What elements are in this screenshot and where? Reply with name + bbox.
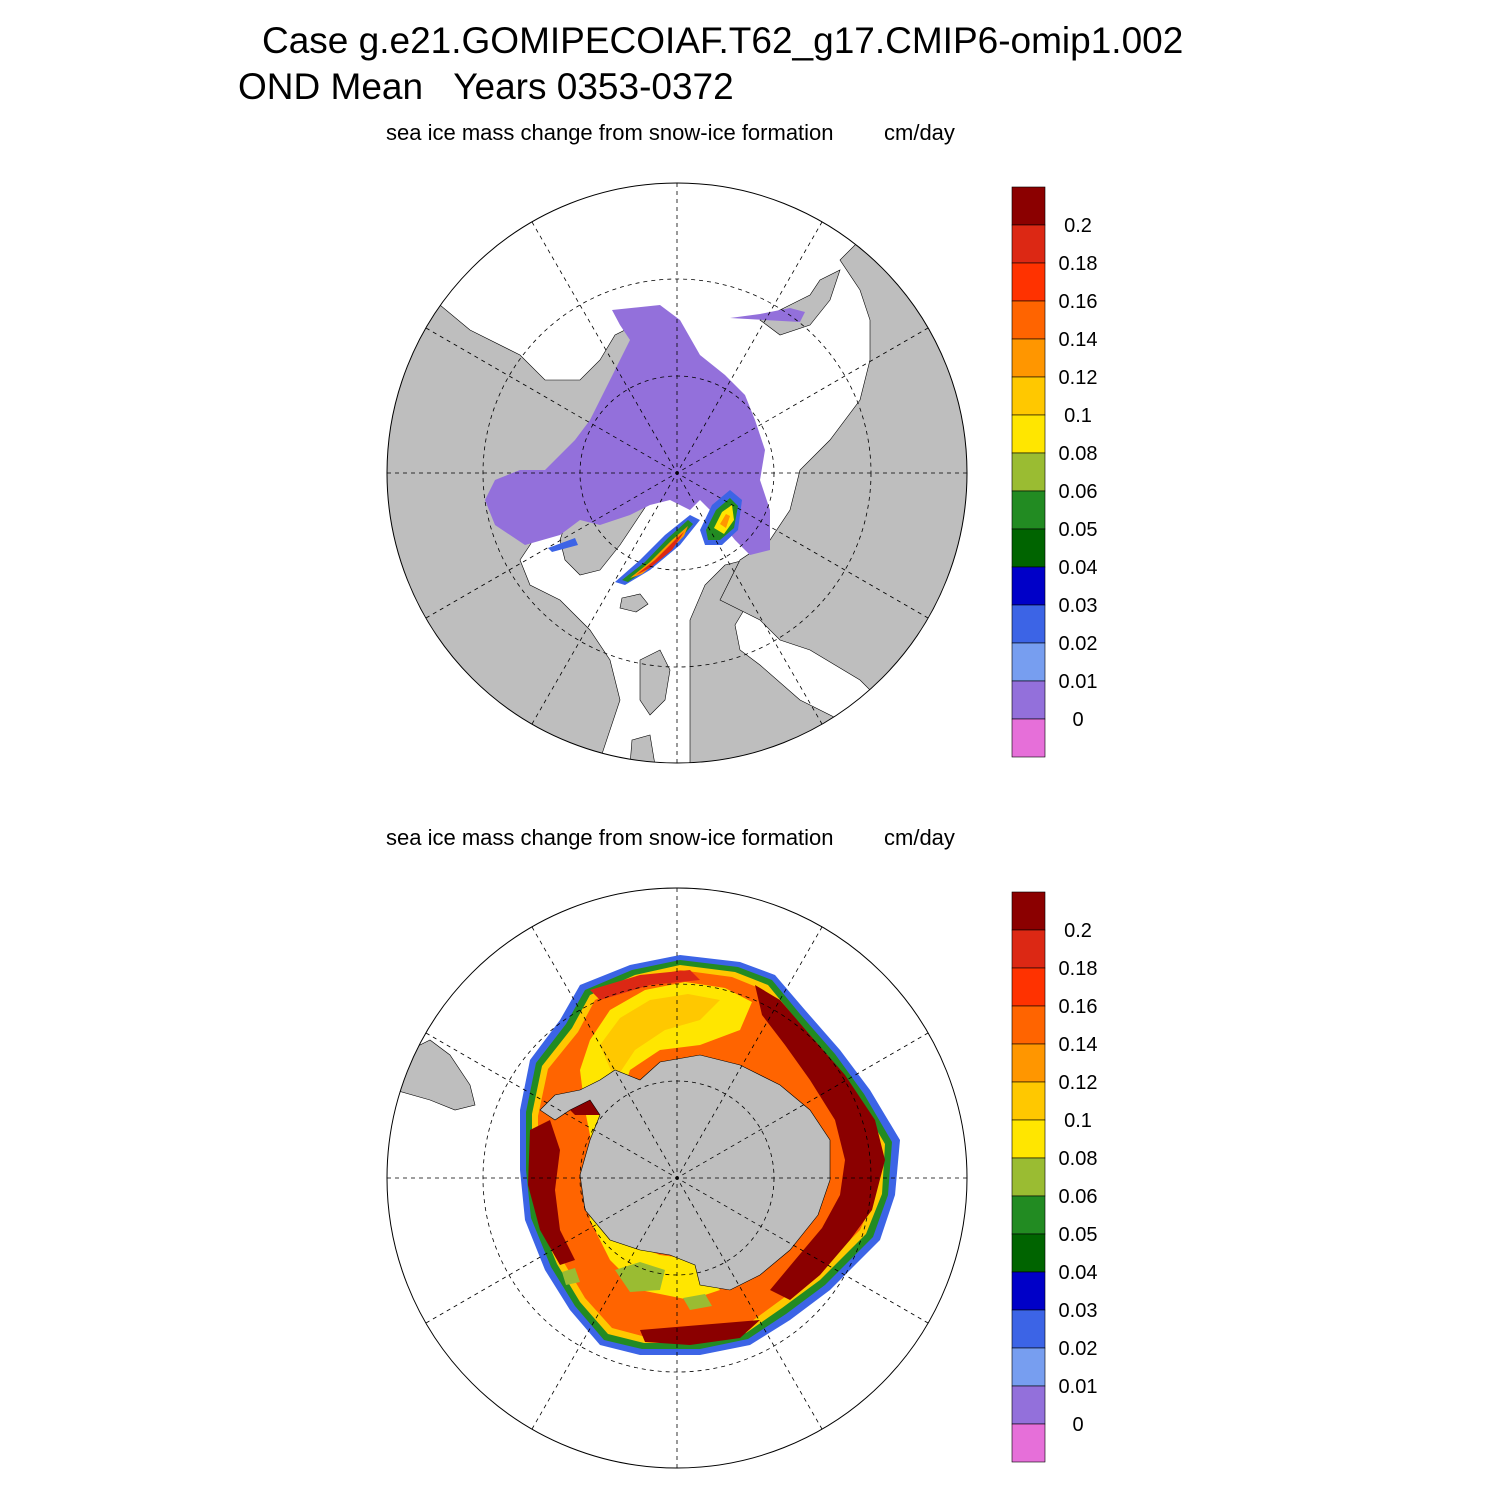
colorbar-swatch [1011,490,1046,530]
south-polar-map [386,887,968,1469]
colorbar-swatch [1011,604,1046,644]
colorbar-tick-label: 0.01 [1059,1376,1098,1398]
colorbar-tick-label: 0.18 [1059,253,1098,275]
colorbar-swatch [1011,338,1046,378]
colorbar-swatch [1011,1423,1046,1463]
colorbar-tick-label: 0.16 [1059,996,1098,1018]
colorbar-swatch [1011,1043,1046,1083]
colorbar-tick-label: 0.05 [1059,519,1098,541]
colorbar-tick-label: 0.03 [1059,595,1098,617]
colorbar-swatch [1011,642,1046,682]
colorbar-swatch [1011,891,1046,931]
south-panel-units: cm/day [884,825,955,850]
north-colorbar: 0 0.01 0.02 0.03 0.04 0.05 0.06 0.08 0.1 0.12 0.14… [1011,186,1098,758]
colorbar-swatch [1011,967,1046,1007]
colorbar-tick-label: 0.02 [1059,633,1098,655]
colorbar-tick-label: 0.04 [1059,557,1098,579]
snow-ice-maximum-band-west [528,1120,575,1265]
colorbar-tick-label: 0.05 [1059,1224,1098,1246]
colorbar-swatch [1011,1347,1046,1387]
north-polar-map [386,182,968,764]
colorbar-swatch [1011,262,1046,302]
figure-title-line2: OND Mean Years 0353-0372 [238,66,734,107]
colorbar-swatch [1011,300,1046,340]
arctic-sea-ice-field [485,305,770,555]
colorbar-tick-label: 0.08 [1059,1148,1098,1170]
colorbar-tick-label: 0.12 [1059,1072,1098,1094]
colorbar-swatch [1011,414,1046,454]
colorbar-tick-label: 0.01 [1059,671,1098,693]
colorbar-tick-label: 0.06 [1059,1186,1098,1208]
colorbar-swatch [1011,1385,1046,1425]
colorbar-swatch [1011,528,1046,568]
colorbar-tick-label: 0.14 [1059,329,1098,351]
colorbar-swatch [1011,1309,1046,1349]
north-panel-subtitle: sea ice mass change from snow-ice format… [386,120,834,145]
colorbar-tick-label: 0.03 [1059,1300,1098,1322]
colorbar-tick-label: 0.2 [1064,215,1092,237]
figure-title-line1: Case g.e21.GOMIPECOIAF.T62_g17.CMIP6-omi… [262,20,1184,61]
north-panel-units: cm/day [884,120,955,145]
colorbar-tick-label: 0.02 [1059,1338,1098,1360]
south-panel-subtitle: sea ice mass change from snow-ice format… [386,825,834,850]
colorbar-tick-label: 0.1 [1064,405,1092,427]
colorbar-swatch [1011,1005,1046,1045]
colorbar-tick-label: 0.04 [1059,1262,1098,1284]
snow-ice-maximum-band-east [755,985,885,1300]
antarctica-land [539,1054,831,1291]
colorbar-swatch [1011,1233,1046,1273]
colorbar-tick-label: 0.16 [1059,291,1098,313]
colorbar-swatch [1011,566,1046,606]
colorbar-tick-label: 0.18 [1059,958,1098,980]
colorbar-swatch [1011,1081,1046,1121]
colorbar-swatch [1011,452,1046,492]
iceland-land [619,593,649,613]
south-colorbar: 0 0.01 0.02 0.03 0.04 0.05 0.06 0.08 0.1 0.12 0.14… [1011,891,1098,1463]
colorbar-swatch [1011,1195,1046,1235]
colorbar-swatch [1011,376,1046,416]
colorbar-tick-label: 0 [1072,1414,1083,1436]
colorbar-tick-label: 0.2 [1064,920,1092,942]
colorbar-swatch [1011,718,1046,758]
british-isles-land [639,649,671,716]
colorbar-swatch [1011,1157,1046,1197]
colorbar-swatch [1011,1119,1046,1159]
colorbar-tick-label: 0.08 [1059,443,1098,465]
colorbar-swatch [1011,680,1046,720]
colorbar-swatch [1011,186,1046,226]
colorbar-tick-label: 0 [1072,709,1083,731]
eurasia-land [719,239,967,761]
colorbar-swatch [1011,224,1046,264]
colorbar-tick-label: 0.12 [1059,367,1098,389]
colorbar-tick-label: 0.1 [1064,1110,1092,1132]
colorbar-tick-label: 0.06 [1059,481,1098,503]
colorbar-swatch [1011,929,1046,969]
colorbar-tick-label: 0.14 [1059,1034,1098,1056]
colorbar-swatch [1011,1271,1046,1311]
